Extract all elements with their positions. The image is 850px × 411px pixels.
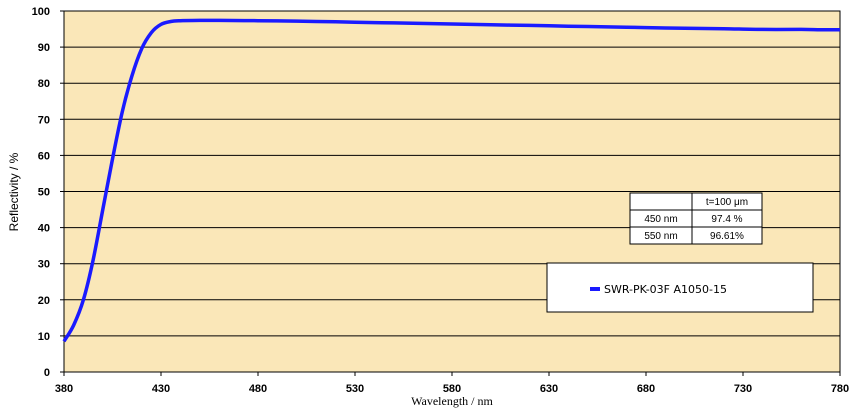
x-tick-label: 480 bbox=[249, 383, 267, 395]
table-cell-reflectivity: 97.4 % bbox=[711, 214, 742, 225]
table-cell-reflectivity: 96.61% bbox=[710, 231, 744, 242]
y-tick-label: 20 bbox=[38, 295, 50, 307]
series-line bbox=[62, 18, 840, 343]
x-tick-label: 380 bbox=[55, 383, 73, 395]
table-frame bbox=[629, 192, 763, 245]
y-tick-label: 70 bbox=[38, 114, 50, 126]
x-tick-label: 780 bbox=[831, 383, 849, 395]
x-axis-label: Wavelength / nm bbox=[411, 394, 493, 408]
y-tick-label: 0 bbox=[44, 367, 50, 379]
legend-label: SWR-PK-03F A1050-15 bbox=[604, 283, 727, 296]
table-cell-wavelength: 450 nm bbox=[644, 214, 677, 225]
x-tick-label: 530 bbox=[346, 383, 364, 395]
series-group bbox=[62, 18, 840, 343]
y-axis-label: Reflectivity / % bbox=[7, 152, 21, 231]
table-cell-wavelength: 550 nm bbox=[644, 231, 677, 242]
gridlines bbox=[64, 46, 840, 337]
y-tick-labels: 0 10 20 30 40 50 60 70 80 90 100 bbox=[32, 6, 64, 379]
y-tick-label: 50 bbox=[38, 187, 50, 199]
y-tick-label: 90 bbox=[38, 42, 50, 54]
x-tick-labels: 380 430 480 530 580 630 680 730 780 bbox=[55, 372, 849, 395]
x-tick-label: 430 bbox=[152, 383, 170, 395]
y-tick-label: 10 bbox=[38, 331, 50, 343]
table-header-thickness: t=100 μm bbox=[706, 197, 748, 208]
y-tick-label: 30 bbox=[38, 259, 50, 271]
data-table: t=100 μm 450 nm 97.4 % 550 nm 96.61% bbox=[629, 192, 763, 245]
y-tick-label: 60 bbox=[38, 150, 50, 162]
y-tick-label: 40 bbox=[38, 223, 50, 235]
x-tick-label: 630 bbox=[540, 383, 558, 395]
y-tick-label: 80 bbox=[38, 78, 50, 90]
y-tick-label: 100 bbox=[32, 6, 50, 18]
x-tick-label: 680 bbox=[637, 383, 655, 395]
x-tick-label: 580 bbox=[443, 383, 461, 395]
x-tick-label: 730 bbox=[734, 383, 752, 395]
